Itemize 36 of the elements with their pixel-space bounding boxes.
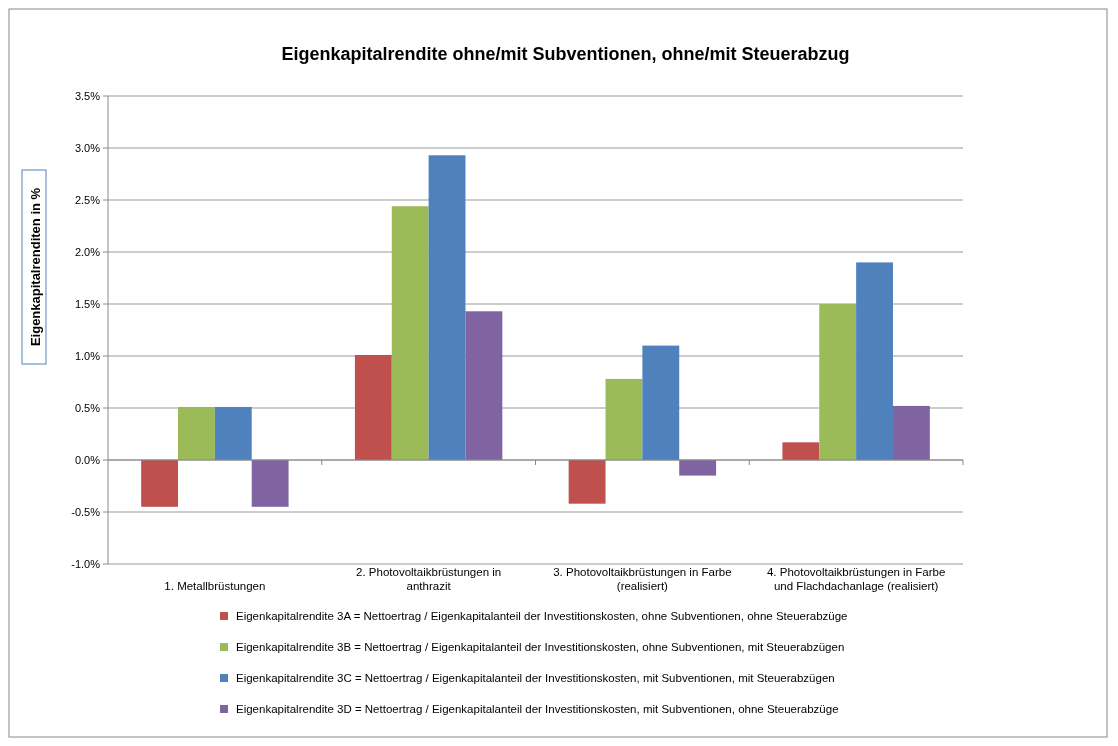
bar	[819, 304, 857, 460]
bar	[214, 406, 252, 460]
y-axis-title: Eigenkapitalrenditen in %	[28, 187, 43, 347]
y-tick-label: 1.5%	[74, 297, 101, 310]
bar	[642, 345, 680, 460]
bar	[178, 406, 215, 460]
x-tick-label: 4. Photovoltaikbrüstungen in Farbe und Flachdachanlage (realisiert)	[766, 566, 946, 592]
bar	[428, 155, 466, 460]
legend-label: Eigenkapitalrendite 3C = Nettoertrag / Eigenkapitalanteil der Investitionskosten, mit Subventionen, mit Steuerabzügen	[236, 672, 835, 684]
y-tick-label: 2.5%	[74, 193, 101, 206]
bar	[782, 442, 820, 460]
chart-title: Eigenkapitalrendite ohne/mit Subventionen, ohne/mit Steuerabzug	[281, 44, 850, 64]
bar	[141, 460, 179, 507]
y-tick-label: -1.0%	[71, 557, 101, 570]
x-tick-label: 3. Photovoltaikbrüstungen in Farbe (realisiert)	[553, 566, 732, 592]
x-tick-label: 1. Metallbrüstungen	[164, 580, 266, 592]
bar	[465, 311, 503, 460]
bar	[391, 206, 429, 460]
y-tick-label: 3.0%	[74, 141, 101, 154]
bar	[251, 460, 289, 507]
legend-label: Eigenkapitalrendite 3D = Nettoertrag / Eigenkapitalanteil der Investitionskosten, mit Subventionen, ohne Steuerabzüge	[236, 703, 839, 715]
x-tick-label: 2. Photovoltaikbrüstungen in anthrazit	[356, 566, 502, 592]
legend-label: Eigenkapitalrendite 3B = Nettoertrag / Eigenkapitalanteil der Investitionskosten, ohne Subventionen, mit Steuerabzügen	[236, 641, 845, 653]
legend-label: Eigenkapitalrendite 3A = Nettoertrag / Eigenkapitalanteil der Investitionskosten, ohne Subventionen, ohne Steuerabzüge	[236, 610, 848, 622]
y-tick-label: 2.0%	[74, 245, 101, 258]
bar	[856, 262, 893, 460]
bar	[354, 354, 392, 460]
y-tick-label: 3.5%	[74, 89, 101, 102]
y-tick-label: 0.5%	[74, 401, 101, 414]
bar	[568, 460, 606, 504]
y-tick-label: 0.0%	[74, 453, 101, 466]
bar	[679, 460, 717, 476]
y-tick-label: 1.0%	[74, 349, 101, 362]
bar	[892, 405, 930, 460]
bar	[605, 378, 643, 460]
y-tick-label: -0.5%	[71, 505, 101, 518]
